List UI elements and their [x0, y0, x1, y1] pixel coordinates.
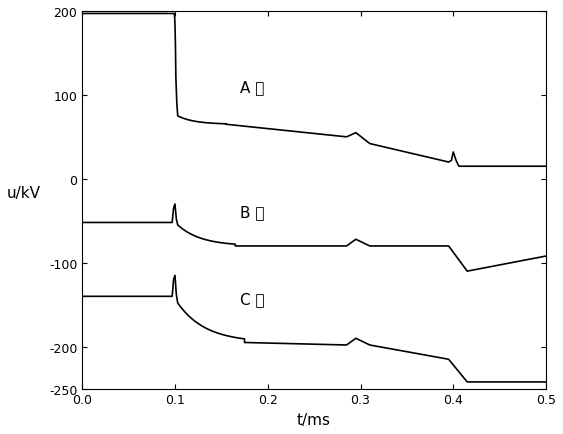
Text: C 相: C 相: [240, 291, 265, 306]
Y-axis label: u/kV: u/kV: [7, 185, 41, 201]
Text: B 相: B 相: [240, 205, 265, 220]
Text: A 相: A 相: [240, 79, 264, 95]
X-axis label: t/ms: t/ms: [297, 412, 331, 427]
